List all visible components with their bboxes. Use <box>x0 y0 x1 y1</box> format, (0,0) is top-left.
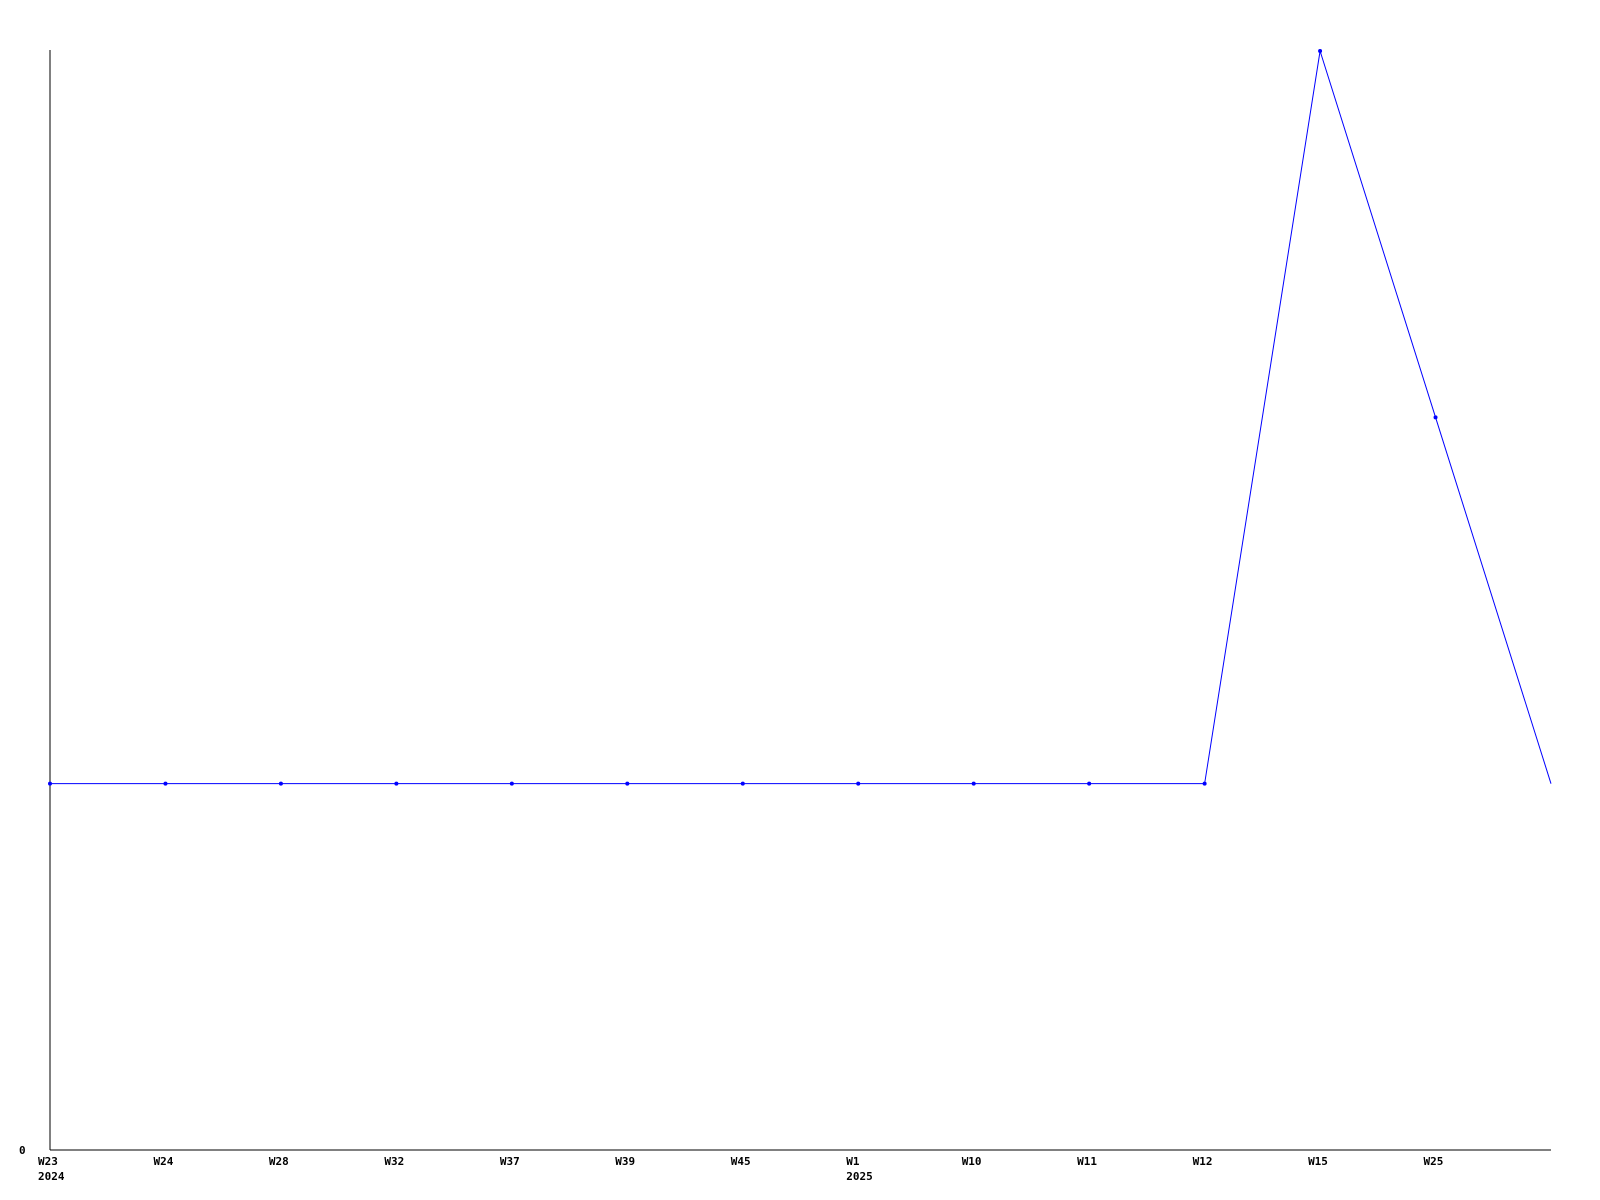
x-tick-label: W45 <box>731 1155 751 1168</box>
data-point <box>1202 781 1207 786</box>
data-point <box>625 781 630 786</box>
x-tick-label: W11 <box>1077 1155 1097 1168</box>
series-line <box>50 50 1552 785</box>
x-tick-label: W37 <box>500 1155 520 1168</box>
data-point <box>1318 49 1323 53</box>
x-tick-label: W24 <box>153 1155 173 1168</box>
x-year-label: 2024 <box>38 1170 65 1183</box>
data-point <box>163 781 168 786</box>
x-tick-label: W32 <box>384 1155 404 1168</box>
data-point <box>278 781 283 786</box>
data-point <box>971 781 976 786</box>
data-point <box>509 781 514 786</box>
x-tick-label: W23 <box>38 1155 58 1168</box>
data-point <box>856 781 861 786</box>
x-tick-label: W28 <box>269 1155 289 1168</box>
x-tick-label: W39 <box>615 1155 635 1168</box>
x-tick-label: W10 <box>962 1155 982 1168</box>
x-tick-label: W15 <box>1308 1155 1328 1168</box>
data-point <box>48 781 52 786</box>
x-tick-label: W1 <box>846 1155 860 1168</box>
x-tick-label: W12 <box>1193 1155 1213 1168</box>
x-tick-label: W25 <box>1424 1155 1444 1168</box>
data-point <box>1433 415 1438 420</box>
y-tick-label: 0 <box>19 1144 26 1157</box>
data-point <box>394 781 399 786</box>
data-point <box>740 781 745 786</box>
x-year-label: 2025 <box>846 1170 873 1183</box>
data-point <box>1087 781 1092 786</box>
